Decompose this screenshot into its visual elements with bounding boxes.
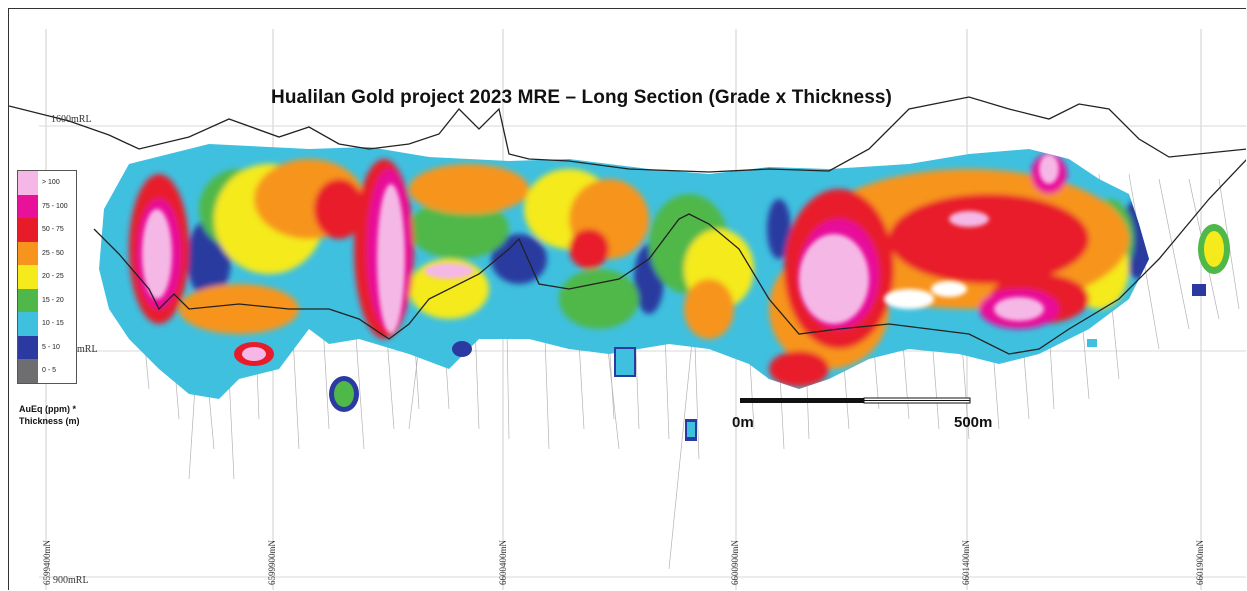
legend-swatch	[18, 359, 38, 383]
northing-label-2: 6599900mN	[267, 540, 277, 585]
grade-legend: > 100 75 - 100 50 - 75 25 - 50 20 - 25 15 - 2…	[17, 170, 77, 384]
legend-label: 75 - 100	[42, 202, 68, 210]
legend-item: 0 - 5	[18, 359, 76, 383]
legend-swatch	[18, 241, 38, 265]
legend-swatch	[18, 288, 38, 312]
northing-label-1: 6599400mN	[42, 540, 52, 585]
legend-item: > 100	[18, 171, 76, 195]
long-section-map: Hualilan Gold project 2023 MRE – Long Se…	[8, 8, 1246, 590]
legend-title: AuEq (ppm) * Thickness (m)	[19, 403, 80, 427]
legend-label: 10 - 15	[42, 320, 64, 328]
outlying-patches	[234, 224, 1230, 441]
topography-line	[9, 96, 1246, 173]
legend-item: 10 - 15	[18, 312, 76, 336]
legend-swatch	[18, 312, 38, 336]
northing-label-5: 6601400mN	[961, 540, 971, 585]
northing-label-4: 6600900mN	[730, 540, 740, 585]
legend-title-line2: Thickness (m)	[19, 416, 80, 426]
legend-item: 50 - 75	[18, 218, 76, 242]
legend-label: 50 - 75	[42, 226, 64, 234]
legend-swatch	[18, 335, 38, 359]
legend-item: 20 - 25	[18, 265, 76, 289]
legend-label: 0 - 5	[42, 367, 57, 375]
elevation-label-top: 1600mRL	[51, 114, 92, 125]
northing-label-6: 6601900mN	[1195, 540, 1205, 585]
legend-item: 5 - 10	[18, 335, 76, 359]
long-section-graphic	[9, 29, 1246, 590]
legend-item: 15 - 20	[18, 288, 76, 312]
legend-label: 5 - 10	[42, 343, 60, 351]
legend-swatch	[18, 194, 38, 218]
legend-item: 25 - 50	[18, 241, 76, 265]
elevation-label-bottom: 900mRL	[53, 575, 89, 586]
legend-title-line1: AuEq (ppm) *	[19, 404, 76, 414]
legend-swatch	[18, 218, 38, 242]
legend-swatch	[18, 171, 38, 195]
legend-item: 75 - 100	[18, 194, 76, 218]
scale-label-start: 0m	[732, 414, 754, 431]
legend-label: 25 - 50	[42, 249, 64, 257]
legend-label: > 100	[42, 179, 60, 187]
scale-bar	[740, 397, 971, 404]
legend-label: 20 - 25	[42, 273, 64, 281]
legend-swatch	[18, 265, 38, 289]
northing-label-3: 6600400mN	[498, 540, 508, 585]
depletion-line	[93, 159, 1246, 355]
map-title: Hualilan Gold project 2023 MRE – Long Se…	[271, 87, 892, 108]
legend-label: 15 - 20	[42, 296, 64, 304]
elevation-label-middle: mRL	[77, 344, 98, 355]
grade-contours	[99, 144, 1149, 399]
scale-label-end: 500m	[954, 414, 993, 431]
